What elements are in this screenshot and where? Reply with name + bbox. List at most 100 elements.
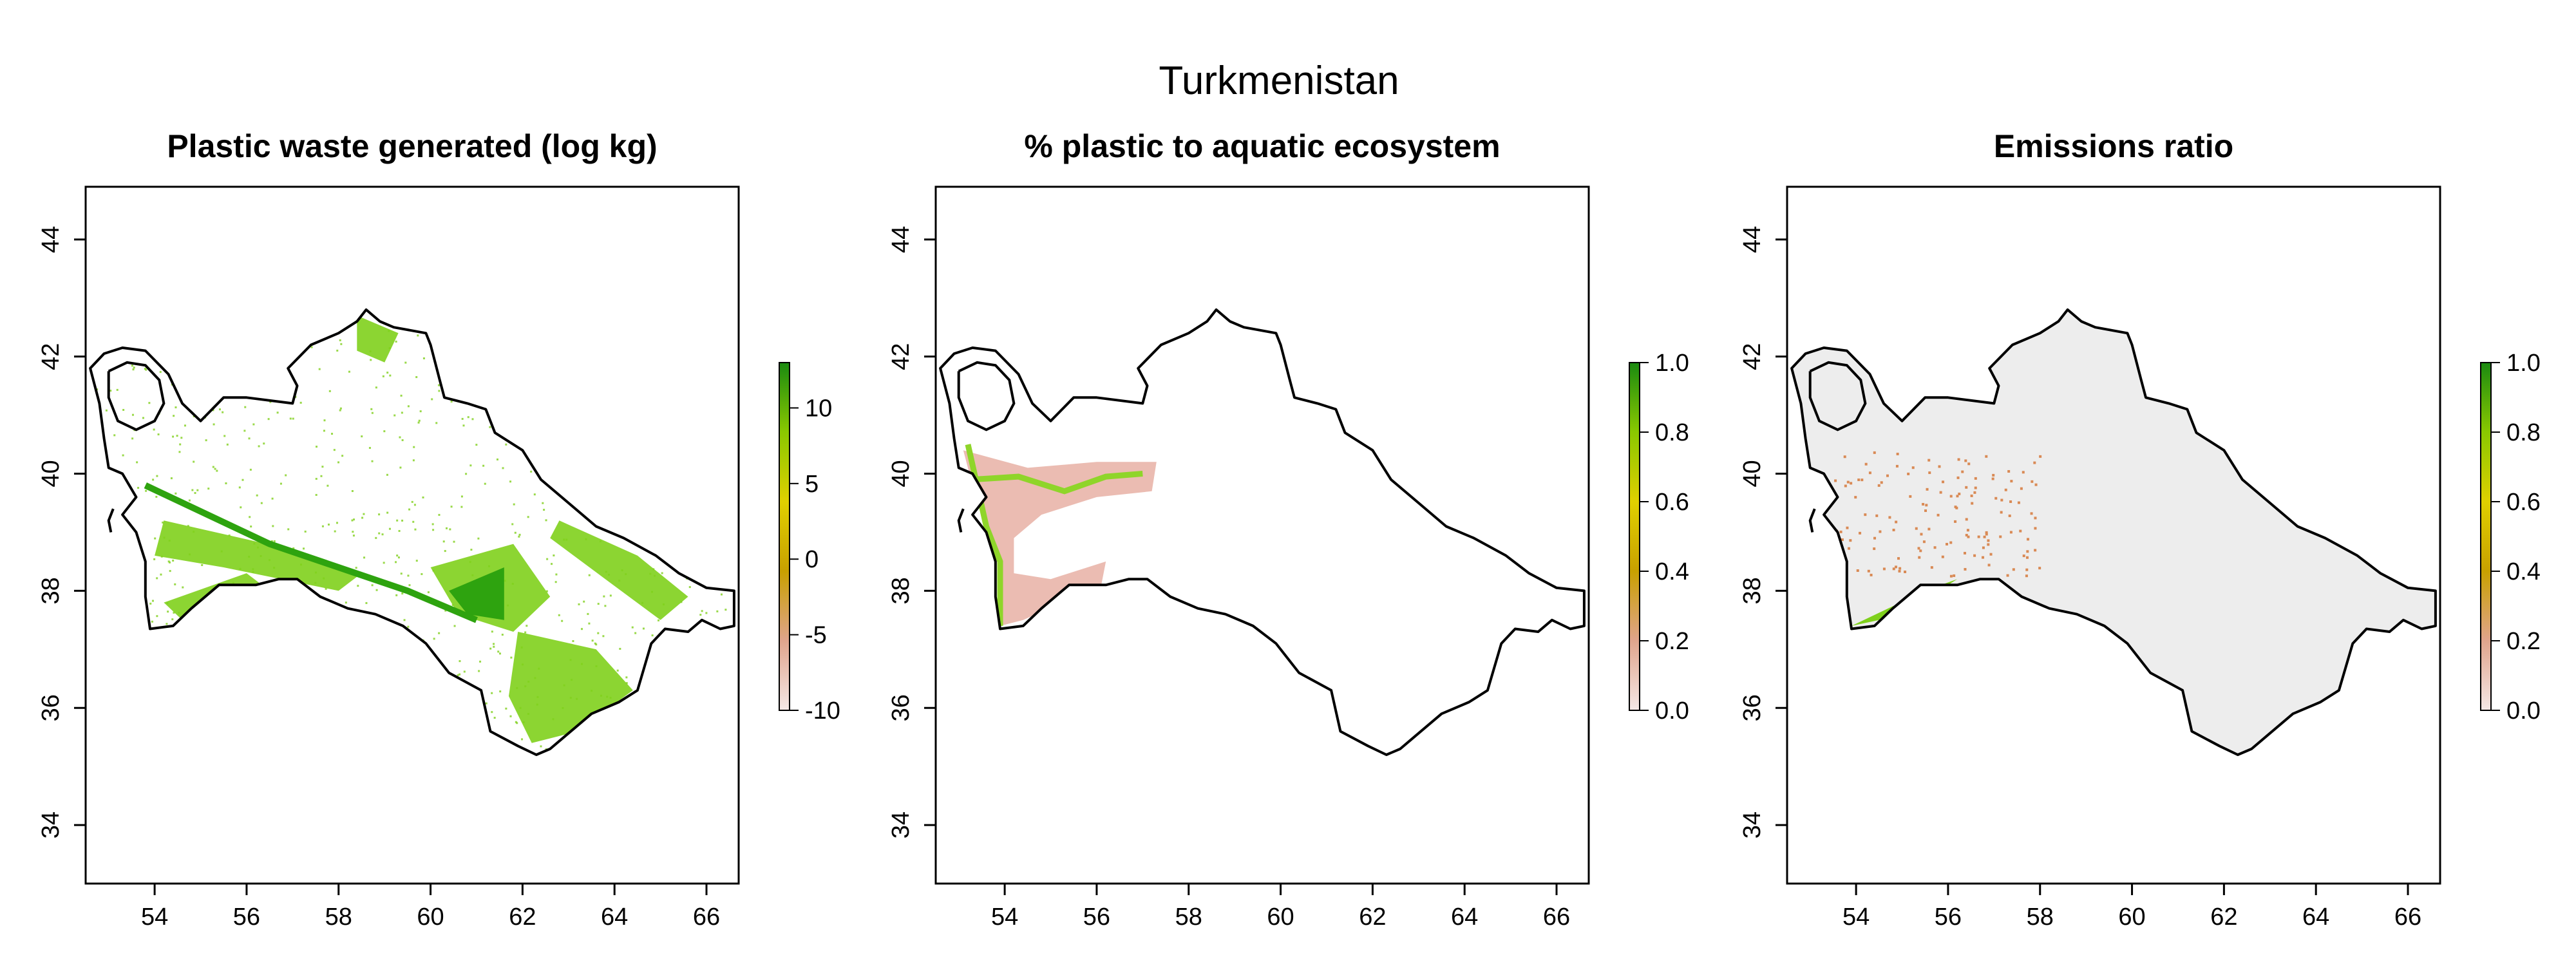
raster-speckle <box>577 449 580 451</box>
raster-speckle <box>296 729 298 732</box>
raster-speckle <box>120 670 122 672</box>
raster-speckle <box>363 618 365 620</box>
raster-speckle <box>204 321 206 324</box>
colorbar-tick-label: -10 <box>805 697 840 724</box>
raster-speckle <box>438 513 440 516</box>
raster-speckle <box>695 399 697 401</box>
raster-speckle <box>378 532 381 535</box>
raster-speckle <box>341 455 344 457</box>
raster-speckle <box>111 661 114 664</box>
raster-speckle <box>170 676 173 678</box>
raster-speckle <box>395 651 398 654</box>
raster-speckle <box>262 746 265 748</box>
raster-speckle <box>153 558 156 560</box>
raster-speckle <box>533 431 536 433</box>
raster-speckle <box>325 645 327 647</box>
raster-speckle <box>1956 476 1960 479</box>
raster-speckle <box>722 551 724 554</box>
raster-speckle <box>545 450 548 453</box>
raster-speckle <box>533 493 536 496</box>
raster-speckle <box>2030 512 2033 515</box>
raster-speckle <box>243 359 246 362</box>
raster-speckle <box>657 441 659 444</box>
colorbar-tick-label: 0.2 <box>1655 628 1689 655</box>
y-tick-label: 44 <box>37 226 64 253</box>
raster-speckle <box>629 426 631 429</box>
bay-outline <box>1808 361 1867 431</box>
raster-speckle <box>2034 483 2038 486</box>
raster-speckle <box>632 336 634 338</box>
raster-speckle <box>292 417 294 420</box>
raster-speckle <box>540 745 542 748</box>
raster-speckle <box>156 577 158 580</box>
raster-speckle <box>551 372 553 374</box>
raster-speckle <box>604 605 607 607</box>
raster-speckle <box>244 406 247 408</box>
raster-speckle <box>117 583 120 586</box>
raster-speckle <box>466 697 468 699</box>
raster-speckle <box>453 625 456 627</box>
bay-outline <box>107 361 166 431</box>
raster-speckle <box>98 533 100 536</box>
raster-speckle <box>1895 520 1898 524</box>
raster-speckle <box>1942 480 1945 484</box>
raster-speckle <box>220 609 222 611</box>
raster-speckle <box>598 345 601 348</box>
raster-speckle <box>348 630 351 632</box>
raster-speckle <box>1977 535 1980 538</box>
raster-speckle <box>152 319 155 322</box>
raster-speckle <box>564 327 567 330</box>
raster-speckle <box>651 634 654 637</box>
raster-speckle <box>194 492 196 495</box>
legend-colorbar: -10 -5 0 5 10 <box>779 362 840 724</box>
raster-speckle <box>174 583 176 585</box>
raster-speckle <box>661 338 664 341</box>
raster-speckle <box>262 342 265 345</box>
raster-speckle <box>708 531 710 534</box>
raster-speckle <box>336 349 339 352</box>
raster-speckle <box>2000 498 2003 502</box>
raster-speckle <box>689 654 692 656</box>
raster-speckle <box>623 482 625 484</box>
raster-speckle <box>98 501 100 504</box>
legend-colorbar: 0.0 0.2 0.4 0.6 0.8 1.0 <box>1629 350 1689 724</box>
raster-speckle <box>404 708 407 711</box>
raster-speckle <box>189 681 192 683</box>
raster-speckle <box>413 651 416 654</box>
raster-speckle <box>171 618 174 621</box>
raster-speckle <box>115 656 117 659</box>
raster-speckle <box>243 430 246 432</box>
raster-speckle <box>553 554 555 556</box>
raster-speckle <box>1966 529 1969 532</box>
raster-speckle <box>515 370 517 373</box>
raster-speckle <box>438 390 440 392</box>
raster-speckle <box>662 646 665 649</box>
raster-speckle <box>699 580 701 583</box>
raster-speckle <box>344 741 346 743</box>
raster-speckle <box>493 645 495 648</box>
raster-speckle <box>1937 513 1940 516</box>
raster-speckle <box>448 345 451 347</box>
raster-speckle <box>110 603 113 606</box>
y-tick-label: 34 <box>887 811 914 838</box>
raster-speckle <box>381 533 384 536</box>
raster-speckle <box>495 319 497 321</box>
raster-speckle <box>1846 526 1849 529</box>
raster-speckle <box>1873 547 1876 551</box>
raster-speckle <box>156 661 159 664</box>
raster-speckle <box>642 533 645 535</box>
raster-speckle <box>611 402 614 405</box>
raster-speckle <box>352 706 355 709</box>
raster-speckle <box>502 467 504 469</box>
raster-speckle <box>674 402 676 405</box>
raster-speckle <box>261 635 264 638</box>
raster-speckle <box>383 715 385 717</box>
raster-speckle <box>486 732 488 735</box>
raster-speckle <box>461 417 464 420</box>
raster-speckle <box>661 572 663 574</box>
raster-halo <box>963 450 1157 626</box>
raster-speckle <box>587 612 589 615</box>
raster-speckle <box>245 355 247 358</box>
raster-speckle <box>443 319 446 322</box>
raster-speckle <box>401 439 404 442</box>
